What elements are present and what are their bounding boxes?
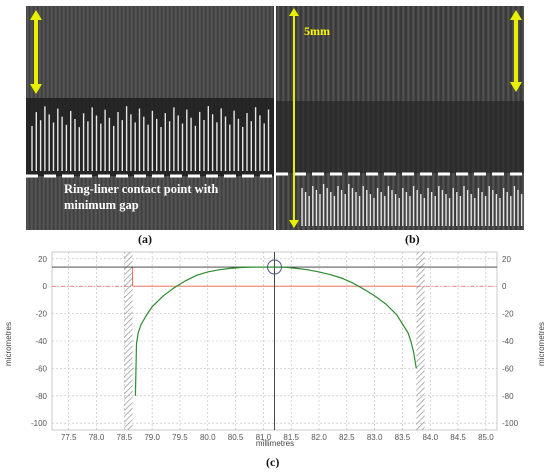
liner-surface-image-a	[26, 6, 274, 230]
x-tick-label: 78.0	[89, 433, 105, 442]
y-tick-label-left: -40	[35, 337, 47, 346]
hatched-band	[124, 252, 133, 430]
hatched-band	[416, 252, 425, 430]
photo-panel-a: Ring-liner contact point with minimum ga…	[26, 6, 274, 230]
y-tick-label-left: 20	[38, 255, 47, 264]
caption-b: (b)	[405, 232, 420, 246]
x-tick-label: 78.5	[117, 433, 133, 442]
x-tick-label: 82.5	[339, 433, 355, 442]
annotation-line-2: minimum gap	[64, 198, 139, 212]
y-tick-label-right: -60	[502, 364, 514, 373]
x-tick-label: 79.5	[172, 433, 188, 442]
tick-labels: 77.5 78.0 78.5 79.0 79.5 80.0 80.5 81.0 81.5 82.0…	[31, 255, 519, 442]
scale-label: 5mm	[304, 24, 330, 38]
x-tick-label: 79.0	[144, 433, 160, 442]
y-tick-label-left: 0	[43, 282, 48, 291]
scale-arrow-5mm	[289, 8, 299, 228]
y-axis-label-left: micrometres	[4, 322, 13, 366]
y-tick-label-right: 0	[502, 282, 507, 291]
x-tick-label: 83.5	[395, 433, 411, 442]
hatched-bands	[124, 252, 425, 430]
x-tick-label: 77.5	[61, 433, 77, 442]
y-tick-label-right: 20	[502, 255, 511, 264]
photo-panel-b: 5mm	[276, 6, 524, 230]
caption-a: (a)	[138, 232, 152, 246]
y-tick-label-left: -20	[35, 310, 47, 319]
chart-marks	[52, 252, 497, 430]
scale-arrow-a	[30, 10, 42, 94]
y-axis-label-right: micrometres	[537, 322, 546, 366]
caption-c: (c)	[266, 455, 280, 469]
x-axis-label: millimetres	[256, 439, 294, 448]
x-tick-label: 84.5	[450, 433, 466, 442]
x-tick-label: 81.5	[283, 433, 299, 442]
y-tick-label-right: -20	[502, 310, 514, 319]
x-tick-label: 82.0	[311, 433, 327, 442]
x-tick-label: 81.0	[256, 433, 272, 442]
profile-chart: 77.5 78.0 78.5 79.0 79.5 80.0 80.5 81.0 81.5 82.0…	[4, 251, 546, 448]
y-tick-label-right: -100	[502, 419, 519, 428]
x-tick-label: 85.0	[478, 433, 494, 442]
y-tick-label-left: -80	[35, 392, 47, 401]
y-tick-label-left: -60	[35, 364, 47, 373]
annotation-line-1: Ring-liner contact point with	[64, 182, 219, 196]
liner-surface-image-b	[276, 6, 524, 230]
profile-series-line	[134, 266, 417, 396]
x-tick-label: 83.0	[367, 433, 383, 442]
x-tick-label: 84.0	[422, 433, 438, 442]
crosshair-circle-marker	[267, 259, 282, 275]
y-tick-label-right: -80	[502, 392, 514, 401]
y-tick-label-right: -40	[502, 337, 514, 346]
scale-arrow-b	[510, 10, 522, 92]
y-tick-label-left: -100	[31, 419, 48, 428]
x-tick-label: 80.0	[200, 433, 216, 442]
x-tick-label: 80.5	[228, 433, 244, 442]
